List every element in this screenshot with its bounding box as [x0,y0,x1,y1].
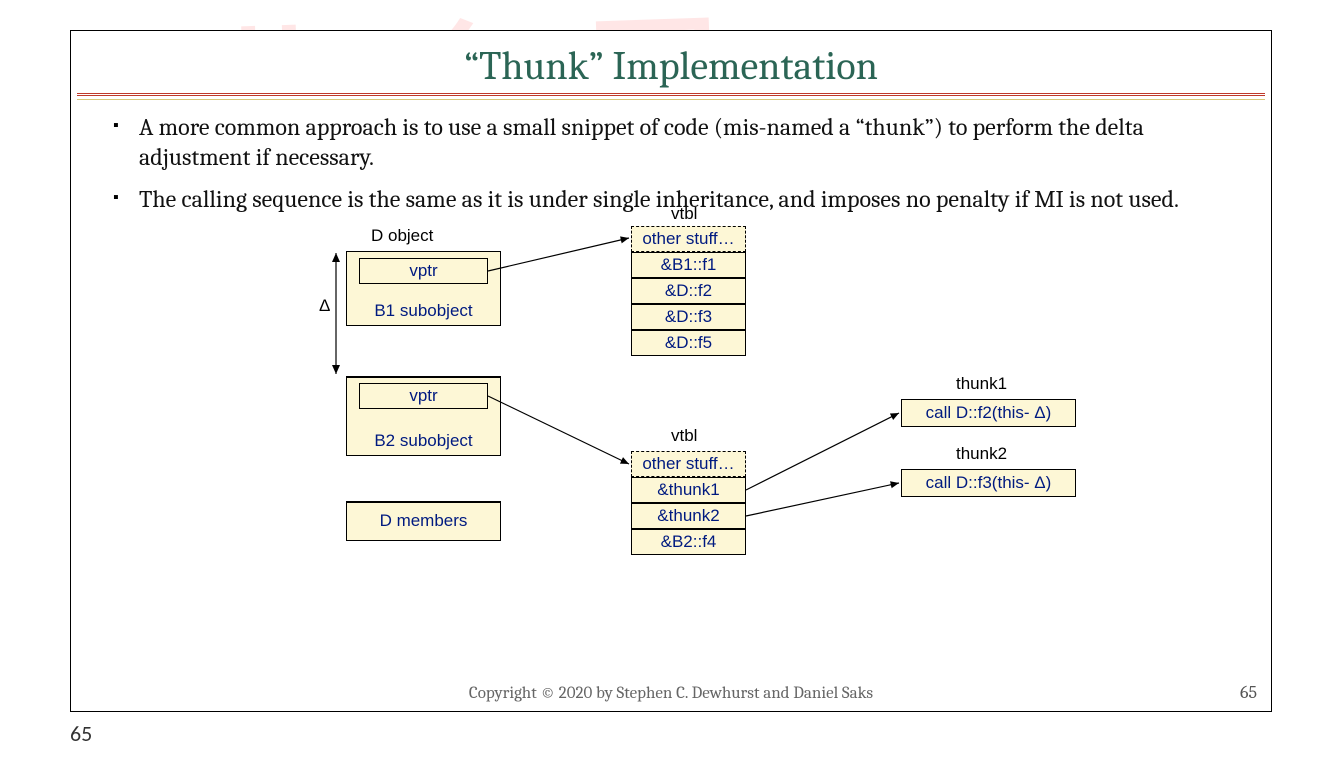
title-rule [77,93,1265,100]
vtbl1-label: vtbl [671,204,697,224]
vtbl2-r1-text: &thunk1 [657,480,719,500]
vtbl2-r1-box: &thunk1 [631,477,746,503]
vtbl2-r3-text: &B2::f4 [661,532,717,552]
d-object-label: D object [371,226,433,246]
vtbl1-r1-box: &B1::f1 [631,252,746,278]
diagram-area: D object Δ B1 subobject vptr B2 subobjec… [271,226,1231,606]
slide-frame: “Thunk” Implementation A more common app… [70,30,1272,712]
arrow-vptr1-vtbl1 [488,238,629,271]
vptr2-text: vptr [409,386,437,406]
vptr1-box: vptr [359,258,488,284]
d-divider [346,501,501,503]
delta-arrow-down [332,365,340,374]
vptr2-box: vptr [359,383,488,409]
d-members-box: D members [346,501,501,541]
vtbl1-r3-box: &D::f3 [631,304,746,330]
thunk2-label: thunk2 [956,444,1007,464]
b2-subobject-text: B2 subobject [374,431,472,451]
bullet-item: A more common approach is to use a small… [119,112,1247,172]
vtbl1-r4-box: &D::f5 [631,330,746,356]
arrow-thunk1-ptr [746,413,899,490]
vtbl1-r3-text: &D::f3 [665,307,712,327]
arrow-thunk2-ptr [746,483,899,516]
b1-subobject-text: B1 subobject [374,301,472,321]
arrow-vptr2-vtbl2 [488,396,629,464]
slide-title: “Thunk” Implementation [71,43,1271,89]
vtbl2-r3-box: &B2::f4 [631,529,746,555]
copyright-text: Copyright © 2020 by Stephen C. Dewhurst … [71,684,1271,703]
vtbl2-r2-box: &thunk2 [631,503,746,529]
delta-arrow-up [332,253,340,262]
page-number: 65 [1240,682,1257,703]
vtbl2-r2-text: &thunk2 [657,506,719,526]
d-members-text: D members [380,511,468,531]
mid-divider [346,376,501,378]
vtbl2-label: vtbl [671,426,697,446]
delta-label: Δ [319,296,330,316]
vtbl1-r2-box: &D::f2 [631,278,746,304]
thunk2-box: call D::f3(this- Δ) [901,469,1076,497]
vtbl1-r4-text: &D::f5 [665,333,712,353]
outside-page-number: 65 [70,720,92,747]
bullet-list: A more common approach is to use a small… [71,112,1271,214]
vtbl2-other-box: other stuff… [631,451,746,477]
vtbl2-other-text: other stuff… [642,454,734,474]
vptr1-text: vptr [409,261,437,281]
thunk2-text: call D::f3(this- Δ) [926,473,1052,493]
vtbl1-r1-text: &B1::f1 [661,255,717,275]
thunk1-box: call D::f2(this- Δ) [901,399,1076,427]
vtbl1-r2-text: &D::f2 [665,281,712,301]
thunk1-text: call D::f2(this- Δ) [926,403,1052,423]
vtbl1-other-text: other stuff… [642,229,734,249]
thunk1-label: thunk1 [956,374,1007,394]
vtbl1-other-box: other stuff… [631,226,746,252]
